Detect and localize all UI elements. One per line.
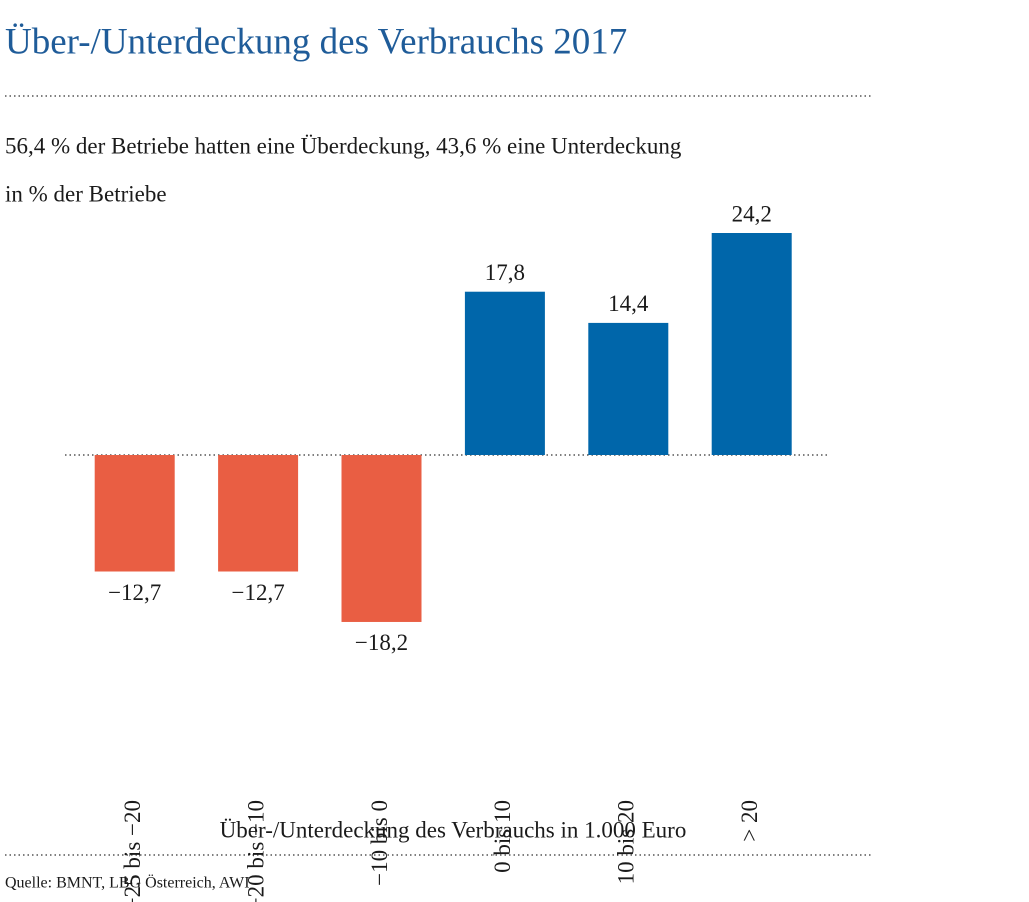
- source: Quelle: BMNT, LBG Österreich, AWI: [5, 874, 250, 892]
- x-tick-label: −20 bis −10: [243, 800, 268, 902]
- bar: [218, 455, 299, 572]
- value-label: −12,7: [231, 580, 284, 605]
- y-axis-label: in % der Betriebe: [5, 181, 167, 206]
- x-tick-label: 0 bis 10: [490, 800, 515, 873]
- subtitle: 56,4 % der Betriebe hatten eine Überdeck…: [5, 133, 682, 158]
- x-tick-label: −10 bis 0: [367, 800, 392, 886]
- value-label: 24,2: [732, 201, 772, 226]
- value-label: 14,4: [608, 291, 649, 316]
- bar: [341, 455, 422, 622]
- chart-title: Über-/Unterdeckung des Verbrauchs 2017: [5, 21, 627, 62]
- value-label: −18,2: [355, 630, 408, 655]
- x-tick-label: <−25 bis −20: [120, 800, 145, 902]
- bar: [711, 233, 792, 455]
- x-tick-label: > 20: [737, 800, 762, 842]
- x-tick-label: 10 bis 20: [614, 800, 639, 884]
- bar: [464, 291, 545, 455]
- value-label: −12,7: [108, 580, 161, 605]
- value-label: 17,8: [485, 260, 525, 285]
- bar: [588, 322, 669, 455]
- bar: [94, 455, 175, 572]
- x-axis-label: Über-/Unterdeckung des Verbrauchs in 1.0…: [220, 817, 687, 842]
